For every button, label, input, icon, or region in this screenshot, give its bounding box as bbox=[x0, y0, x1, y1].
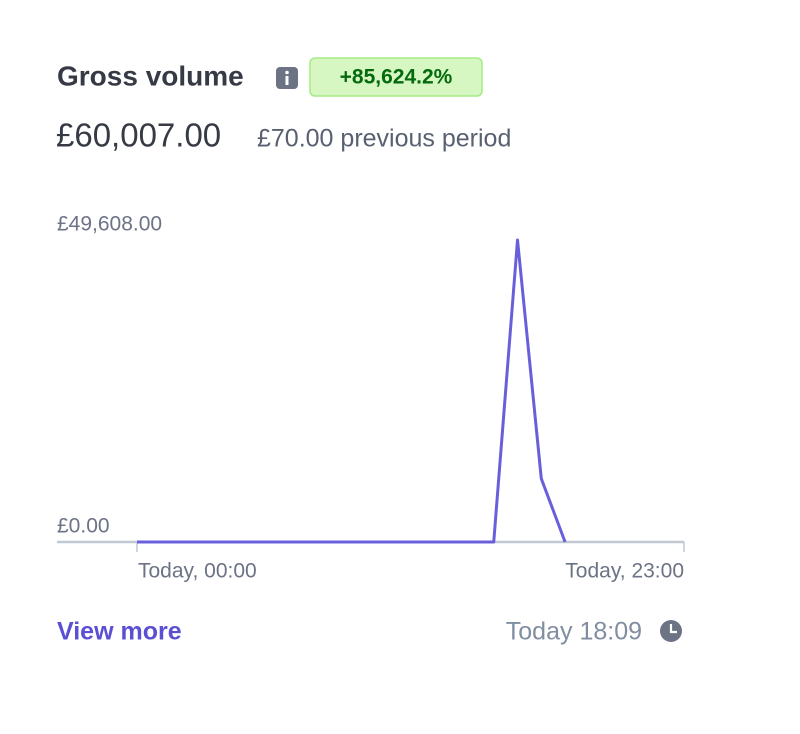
widget-title: Gross volume bbox=[57, 60, 244, 91]
x-tick-label: Today, 23:00 bbox=[565, 560, 684, 583]
plot: £0.00 £49,608.00 Today, 00:00 Today, 23:00 bbox=[57, 213, 684, 583]
previous-period: £70.00 previous period bbox=[257, 125, 511, 153]
info-icon[interactable] bbox=[276, 67, 298, 89]
y-tick-label: £0.00 bbox=[57, 515, 110, 538]
total-amount: £60,007.00 bbox=[56, 117, 221, 154]
clock-icon bbox=[660, 620, 682, 642]
info-icon-stem bbox=[285, 76, 289, 85]
change-text: +85,624.2% bbox=[340, 66, 453, 89]
y-tick-label: £49,608.00 bbox=[57, 213, 162, 236]
change-badge bbox=[309, 57, 483, 97]
series-line bbox=[137, 238, 567, 544]
clock-hands bbox=[669, 624, 677, 634]
info-icon-dot bbox=[285, 70, 289, 75]
updated-time: Today 18:09 bbox=[506, 618, 642, 646]
view-more-link[interactable]: View more bbox=[57, 618, 182, 646]
x-tick-label: Today, 00:00 bbox=[138, 560, 257, 583]
